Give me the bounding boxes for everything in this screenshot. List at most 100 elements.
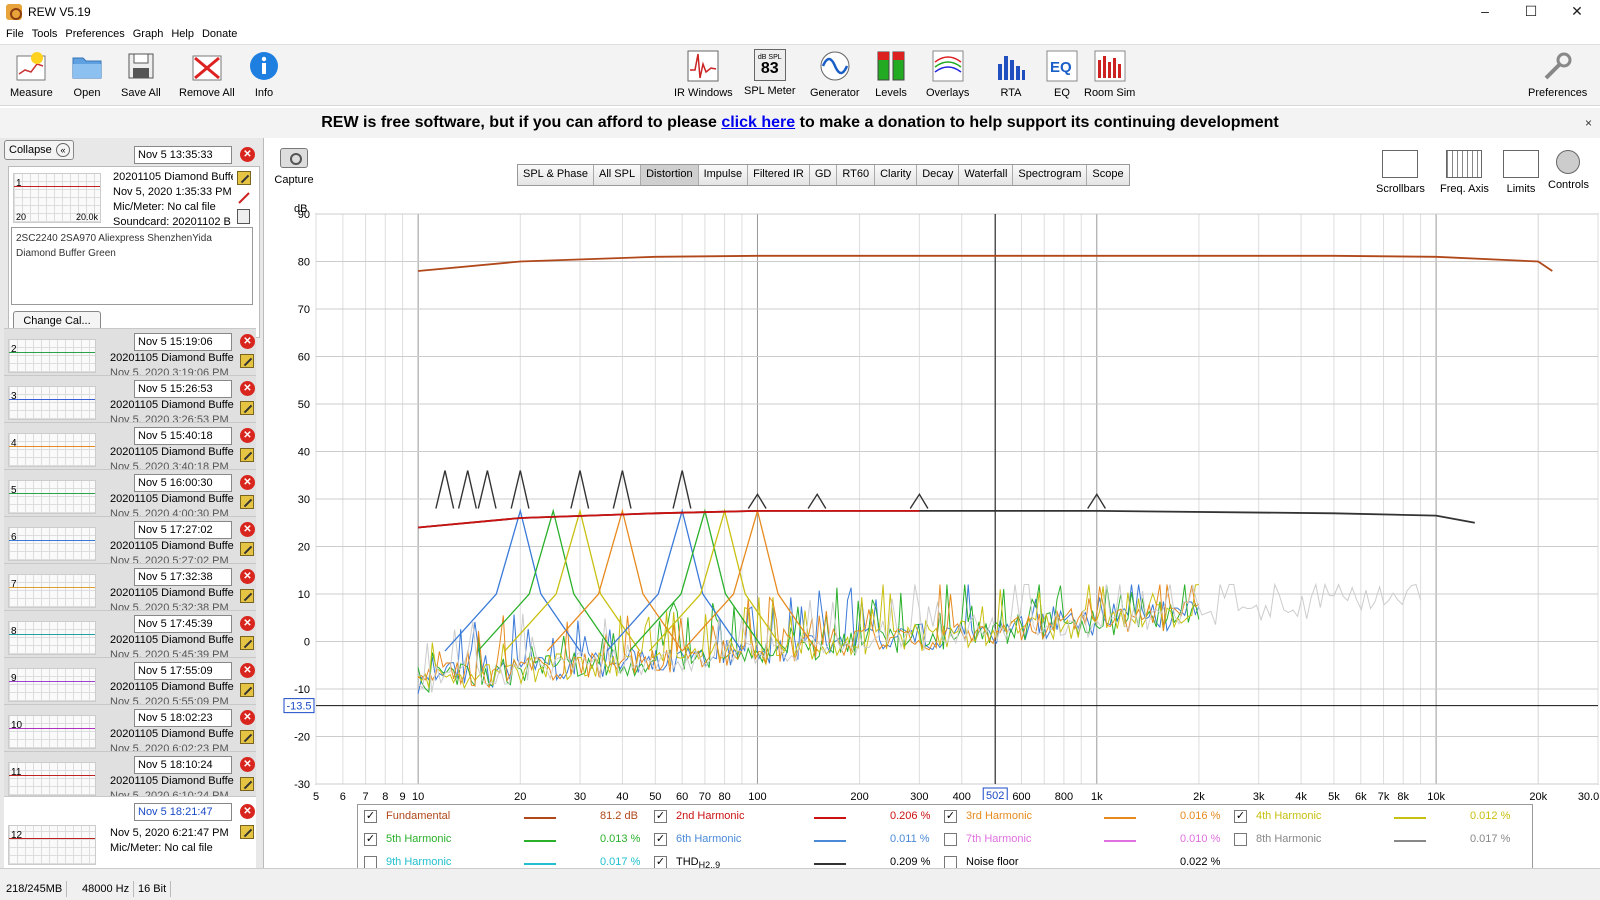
legend-checkbox[interactable] bbox=[944, 833, 957, 846]
delete-measurement-icon[interactable]: ✕ bbox=[240, 616, 255, 631]
delete-measurement-icon[interactable]: ✕ bbox=[240, 334, 255, 349]
measurement-12[interactable]: Nov 5 18:21:47 ✕ 12 Nov 5, 2020 6:21:47 … bbox=[4, 796, 256, 868]
menu-file[interactable]: File bbox=[6, 28, 24, 40]
delete-measurement-icon[interactable]: ✕ bbox=[240, 757, 255, 772]
measurement-2[interactable]: Nov 5 15:19:06 ✕ 2 20201105 Diamond Buffe No… bbox=[4, 328, 256, 375]
measurement-date[interactable]: Nov 5 15:40:18 bbox=[134, 427, 232, 445]
remove-all-button[interactable]: Remove All bbox=[179, 49, 235, 99]
measurement-date[interactable]: Nov 5 15:19:06 bbox=[134, 333, 232, 351]
edit-measurement-icon[interactable] bbox=[240, 730, 254, 744]
delete-measurement-icon[interactable]: ✕ bbox=[240, 475, 255, 490]
menu-graph[interactable]: Graph bbox=[132, 28, 164, 40]
legend-item[interactable]: ✓ THDH2..9 0.209 % bbox=[654, 853, 940, 873]
legend-item[interactable]: Noise floor 0.022 % bbox=[944, 853, 1230, 873]
rta-button[interactable]: RTA bbox=[994, 49, 1028, 99]
legend-item[interactable]: 9th Harmonic 0.017 % bbox=[364, 853, 650, 873]
legend-checkbox[interactable] bbox=[1234, 833, 1247, 846]
tab-decay[interactable]: Decay bbox=[917, 165, 960, 185]
tab-spl-phase[interactable]: SPL & Phase bbox=[518, 165, 595, 185]
change-cal-button[interactable]: Change Cal... bbox=[13, 311, 101, 331]
menu-preferences[interactable]: Preferences bbox=[65, 28, 125, 40]
donate-close-icon[interactable]: × bbox=[1584, 116, 1592, 130]
edit-measurement-icon[interactable] bbox=[240, 354, 254, 368]
delete-measurement-icon[interactable]: ✕ bbox=[240, 710, 255, 725]
measurement-date[interactable]: Nov 5 15:26:53 bbox=[134, 380, 232, 398]
tab-spectrogram[interactable]: Spectrogram bbox=[1013, 165, 1088, 185]
legend-checkbox[interactable]: ✓ bbox=[654, 833, 667, 846]
delete-measurement-icon[interactable]: ✕ bbox=[240, 428, 255, 443]
menu-help[interactable]: Help bbox=[171, 28, 194, 40]
edit-measurement-icon[interactable] bbox=[240, 401, 254, 415]
delete-measurement-icon[interactable]: ✕ bbox=[240, 522, 255, 537]
close-button[interactable]: ✕ bbox=[1571, 3, 1583, 19]
measurement-9[interactable]: Nov 5 17:55:09 ✕ 9 20201105 Diamond Buffe No… bbox=[4, 657, 256, 704]
legend-checkbox[interactable]: ✓ bbox=[944, 810, 957, 823]
measurement-4[interactable]: Nov 5 15:40:18 ✕ 4 20201105 Diamond Buffe No… bbox=[4, 422, 256, 469]
measurement-6[interactable]: Nov 5 17:27:02 ✕ 6 20201105 Diamond Buffe No… bbox=[4, 516, 256, 563]
open-button[interactable]: Open bbox=[70, 49, 104, 99]
scrollbars-button[interactable]: Scrollbars bbox=[1376, 150, 1425, 195]
legend-item[interactable]: ✓ 2nd Harmonic 0.206 % bbox=[654, 807, 940, 827]
measurement-3[interactable]: Nov 5 15:26:53 ✕ 3 20201105 Diamond Buffe No… bbox=[4, 375, 256, 422]
measurement-5[interactable]: Nov 5 16:00:30 ✕ 5 20201105 Diamond Buffe No… bbox=[4, 469, 256, 516]
measurement-12-date[interactable]: Nov 5 18:21:47 bbox=[134, 803, 232, 821]
overlays-button[interactable]: Overlays bbox=[926, 49, 969, 99]
maximize-button[interactable]: ☐ bbox=[1524, 3, 1538, 19]
soundcard-cal-icon[interactable] bbox=[237, 209, 250, 224]
edit-measurement-12-icon[interactable] bbox=[240, 825, 254, 839]
tab-waterfall[interactable]: Waterfall bbox=[959, 165, 1014, 185]
legend-checkbox[interactable]: ✓ bbox=[654, 810, 667, 823]
minimize-button[interactable]: – bbox=[1481, 3, 1489, 19]
tab-distortion[interactable]: Distortion bbox=[641, 165, 699, 185]
tab-clarity[interactable]: Clarity bbox=[875, 165, 918, 185]
tab-rt60[interactable]: RT60 bbox=[837, 165, 876, 185]
measurement-10[interactable]: Nov 5 18:02:23 ✕ 10 20201105 Diamond Buffe N… bbox=[4, 704, 256, 751]
legend-item[interactable]: ✓ 3rd Harmonic 0.016 % bbox=[944, 807, 1230, 827]
menu-donate[interactable]: Donate bbox=[201, 28, 238, 40]
legend-item[interactable]: ✓ 6th Harmonic 0.011 % bbox=[654, 830, 940, 850]
controls-button[interactable]: Controls bbox=[1548, 150, 1589, 191]
measurement-11[interactable]: Nov 5 18:10:24 ✕ 11 20201105 Diamond Buffe N… bbox=[4, 751, 256, 798]
legend-item[interactable]: ✓ 5th Harmonic 0.013 % bbox=[364, 830, 650, 850]
measurement-date[interactable]: Nov 5 17:27:02 bbox=[134, 521, 232, 539]
edit-measurement-1-icon[interactable] bbox=[237, 171, 251, 185]
tab-gd[interactable]: GD bbox=[809, 165, 838, 185]
legend-checkbox[interactable]: ✓ bbox=[364, 833, 377, 846]
legend-item[interactable]: 8th Harmonic 0.017 % bbox=[1234, 830, 1520, 850]
legend-checkbox[interactable]: ✓ bbox=[1234, 810, 1247, 823]
edit-measurement-icon[interactable] bbox=[240, 542, 254, 556]
tab-all-spl[interactable]: All SPL bbox=[594, 165, 642, 185]
distortion-graph[interactable]: 90 80 70 60 50 40 30 20 10 0 -10 -20 -30 dB 5 6 7 8 9 10 20 3… bbox=[272, 200, 1600, 803]
spl-meter-button[interactable]: dB SPL 83 SPL Meter bbox=[744, 49, 796, 97]
legend-item[interactable]: ✓ 4th Harmonic 0.012 % bbox=[1234, 807, 1520, 827]
measurement-1[interactable]: Nov 5 13:35:33 ✕ 1 20 20.0k 20201105 Dia… bbox=[0, 138, 263, 338]
cal-icon[interactable] bbox=[237, 191, 251, 205]
edit-measurement-icon[interactable] bbox=[240, 589, 254, 603]
measurement-date[interactable]: Nov 5 16:00:30 bbox=[134, 474, 232, 492]
tab-impulse[interactable]: Impulse bbox=[698, 165, 749, 185]
legend-item[interactable]: ✓ Fundamental 81.2 dB bbox=[364, 807, 650, 827]
ir-windows-button[interactable]: IR Windows bbox=[674, 49, 733, 99]
preferences-button[interactable]: Preferences bbox=[1528, 49, 1587, 99]
eq-button[interactable]: EQ EQ bbox=[1045, 49, 1079, 99]
room-sim-button[interactable]: Room Sim bbox=[1084, 49, 1135, 99]
levels-button[interactable]: Levels bbox=[874, 49, 908, 99]
delete-measurement-icon[interactable]: ✕ bbox=[240, 381, 255, 396]
delete-measurement-12-icon[interactable]: ✕ bbox=[240, 804, 255, 819]
save-all-button[interactable]: Save All bbox=[121, 49, 161, 99]
measurement-date[interactable]: Nov 5 18:02:23 bbox=[134, 709, 232, 727]
tab-filtered-ir[interactable]: Filtered IR bbox=[748, 165, 810, 185]
edit-measurement-icon[interactable] bbox=[240, 448, 254, 462]
freq-axis-button[interactable]: Freq. Axis bbox=[1440, 150, 1489, 195]
delete-measurement-1-icon[interactable]: ✕ bbox=[240, 147, 255, 162]
measurement-date[interactable]: Nov 5 17:45:39 bbox=[134, 615, 232, 633]
edit-measurement-icon[interactable] bbox=[240, 777, 254, 791]
measurement-date[interactable]: Nov 5 17:55:09 bbox=[134, 662, 232, 680]
edit-measurement-icon[interactable] bbox=[240, 495, 254, 509]
limits-button[interactable]: Limits bbox=[1503, 150, 1539, 195]
info-button[interactable]: Info bbox=[247, 49, 281, 99]
measurement-date[interactable]: Nov 5 17:32:38 bbox=[134, 568, 232, 586]
measure-button[interactable]: Measure bbox=[10, 49, 53, 99]
legend-item[interactable]: 7th Harmonic 0.010 % bbox=[944, 830, 1230, 850]
